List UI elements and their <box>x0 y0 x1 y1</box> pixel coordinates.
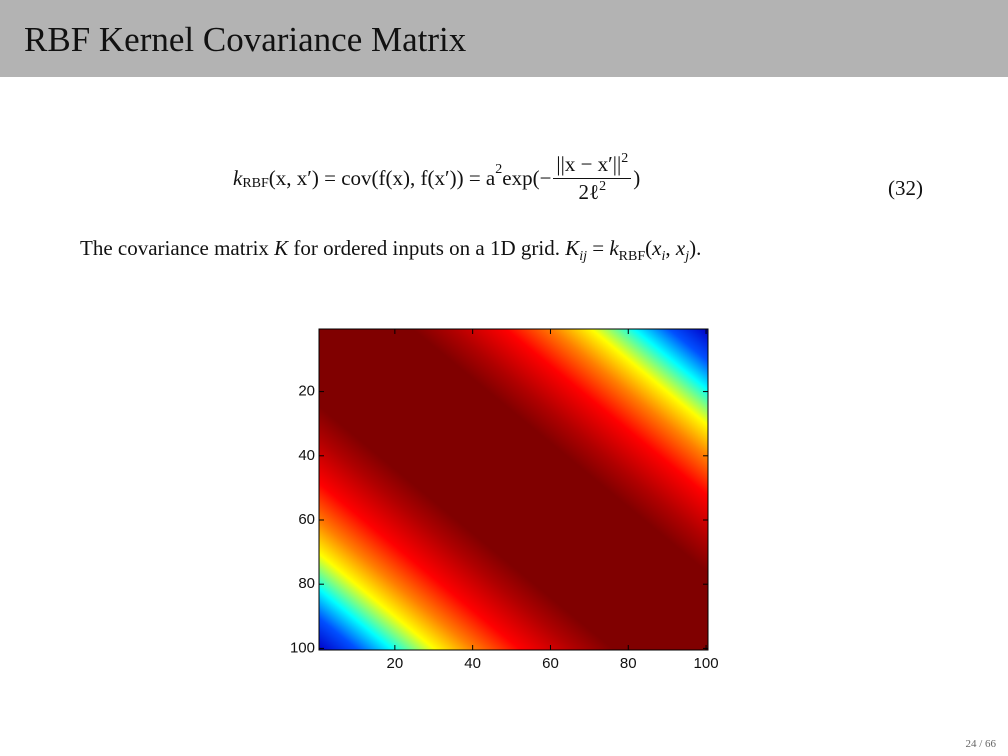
sentence: The covariance matrix K for ordered inpu… <box>80 236 702 264</box>
eq-piece: k <box>233 166 243 190</box>
eq-sub: RBF <box>242 175 269 191</box>
eq-numerator: ||x − x′||2 <box>553 151 632 179</box>
eq-piece: ) <box>633 166 641 190</box>
y-tick-label: 40 <box>298 447 315 464</box>
eq-fraction: ||x − x′||2 2ℓ2 <box>553 151 632 205</box>
text: The covariance matrix <box>80 236 275 260</box>
text: = <box>587 236 610 260</box>
y-tick-label: 80 <box>298 575 315 592</box>
y-tick-label: 100 <box>290 639 315 656</box>
x-tick-label: 80 <box>620 655 637 672</box>
plot-frame <box>318 328 709 651</box>
text: RBF <box>618 249 646 264</box>
text: i <box>661 249 666 264</box>
eq-piece: ||x − x′|| <box>556 152 622 176</box>
text: , <box>665 236 676 260</box>
eq-piece: 2ℓ <box>578 180 600 204</box>
text: ij <box>579 249 587 264</box>
text: K <box>274 236 289 260</box>
equation-number: (32) <box>888 176 923 200</box>
text: ). <box>689 236 702 260</box>
slide-title: RBF Kernel Covariance Matrix <box>24 20 467 59</box>
x-tick-label: 40 <box>464 655 481 672</box>
text: x <box>652 236 662 260</box>
text: for ordered inputs on a 1D grid. <box>288 236 566 260</box>
eq-piece: exp(− <box>502 166 552 190</box>
eq-sup: 2 <box>621 151 629 166</box>
text: K <box>565 236 580 260</box>
eq-denominator: 2ℓ2 <box>579 179 607 205</box>
x-tick-label: 100 <box>694 655 719 672</box>
text: x <box>675 236 686 260</box>
heatmap-image <box>319 329 708 650</box>
x-tick-label: 60 <box>542 655 559 672</box>
eq-sup: 2 <box>495 161 503 177</box>
eq-sup: 2 <box>599 179 607 194</box>
header-bar: RBF Kernel Covariance Matrix <box>0 0 1008 77</box>
text: k <box>609 236 619 260</box>
text: ( <box>645 236 653 260</box>
eq-piece: (x, x′) = cov(f(x), f(x′)) = a <box>268 166 496 190</box>
text: j <box>685 249 690 264</box>
y-tick-label: 60 <box>298 511 315 528</box>
page-number: 24 / 66 <box>965 738 996 750</box>
x-tick-label: 20 <box>387 655 404 672</box>
y-tick-label: 20 <box>298 383 315 400</box>
